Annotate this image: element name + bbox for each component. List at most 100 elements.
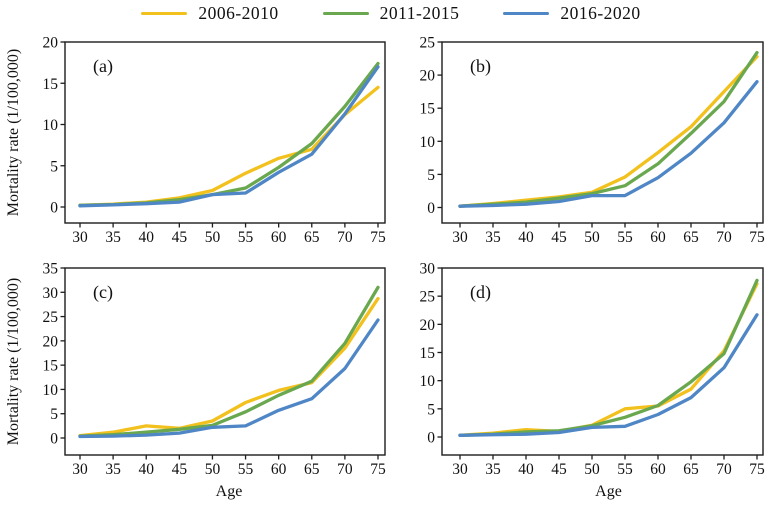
y-tick-label: 10 xyxy=(43,382,59,399)
x-tick-label: 50 xyxy=(584,229,600,246)
x-tick-label: 55 xyxy=(238,461,254,478)
x-tick-label: 70 xyxy=(337,461,353,478)
x-tick-label: 40 xyxy=(138,229,154,246)
legend-line-swatch-blue xyxy=(503,11,550,16)
y-tick-label: 10 xyxy=(43,117,59,134)
x-tick-label: 60 xyxy=(650,229,666,246)
panel-label: (c) xyxy=(93,282,113,303)
y-tick-label: 20 xyxy=(420,317,436,334)
legend-label: 2016-2020 xyxy=(560,3,641,23)
legend-line-swatch-green xyxy=(322,11,369,16)
series-line-2011-2015 xyxy=(78,285,380,438)
legend-label: 2011-2015 xyxy=(379,3,460,23)
series-line-2006-2010 xyxy=(458,282,759,437)
x-tick-label: 55 xyxy=(617,229,633,246)
y-tick-label: 15 xyxy=(420,101,436,118)
x-tick-label: 45 xyxy=(172,229,188,246)
y-tick-label: 5 xyxy=(50,158,58,175)
x-tick-label: 75 xyxy=(749,229,765,246)
x-tick-label: 45 xyxy=(551,461,567,478)
legend: 2006-2010 2011-2015 2016-2020 xyxy=(0,3,782,24)
y-axis-label: Mortality rate (1/100,000) xyxy=(5,278,22,446)
x-tick-label: 55 xyxy=(238,229,254,246)
x-tick-label: 50 xyxy=(205,229,221,246)
x-tick-label: 60 xyxy=(271,461,287,478)
y-tick-label: 25 xyxy=(420,35,436,52)
plot-border xyxy=(64,267,386,456)
x-tick-label: 65 xyxy=(683,461,699,478)
y-tick-label: 25 xyxy=(43,309,59,326)
y-tick-label: 15 xyxy=(43,358,59,375)
panel-label: (b) xyxy=(470,56,491,77)
series-line-2006-2010 xyxy=(78,85,380,207)
x-tick-label: 35 xyxy=(105,461,121,478)
x-tick-label: 30 xyxy=(452,461,468,478)
panel-label: (d) xyxy=(470,282,491,303)
y-tick-label: 30 xyxy=(420,261,436,278)
x-axis-label: Age xyxy=(595,483,622,500)
series-line-2011-2015 xyxy=(78,61,380,207)
x-tick-label: 35 xyxy=(485,461,501,478)
x-tick-label: 40 xyxy=(518,461,534,478)
x-tick-label: 75 xyxy=(370,229,386,246)
legend-item-2016-2020: 2016-2020 xyxy=(503,3,640,24)
x-tick-label: 50 xyxy=(584,461,600,478)
series-line-2006-2010 xyxy=(78,296,380,438)
x-tick-label: 75 xyxy=(370,461,386,478)
x-tick-label: 65 xyxy=(304,229,320,246)
x-tick-label: 45 xyxy=(551,229,567,246)
legend-item-2011-2015: 2011-2015 xyxy=(322,3,460,24)
panel-d-chart: 30 35 40 45 50 55 60 65 70 75 0 5 10 15 20 25 30 (d) xyxy=(420,261,766,479)
y-axis-label: Mortality rate (1/100,000) xyxy=(5,49,22,217)
plot-border xyxy=(64,41,386,224)
y-tick-label: 5 xyxy=(50,406,58,423)
panel-c-chart: 30 35 40 45 50 55 60 65 70 75 0 5 10 15 20 25 30 35 (c) xyxy=(43,261,387,479)
x-tick-label: 55 xyxy=(617,461,633,478)
x-tick-label: 30 xyxy=(72,461,88,478)
x-tick-label: 30 xyxy=(72,229,88,246)
panel-label: (a) xyxy=(93,56,113,77)
x-tick-label: 70 xyxy=(716,229,732,246)
x-tick-label: 35 xyxy=(485,229,501,246)
plot-border xyxy=(441,267,764,456)
y-tick-label: 20 xyxy=(43,333,59,350)
y-tick-label: 10 xyxy=(420,373,436,390)
y-tick-label: 0 xyxy=(50,200,58,217)
x-tick-label: 60 xyxy=(271,229,287,246)
x-tick-label: 65 xyxy=(304,461,320,478)
y-tick-label: 5 xyxy=(427,401,435,418)
x-tick-label: 35 xyxy=(105,229,121,246)
y-tick-label: 30 xyxy=(43,285,59,302)
y-tick-label: 15 xyxy=(420,345,436,362)
series-line-2016-2020 xyxy=(458,80,759,208)
series-line-2016-2020 xyxy=(78,65,380,208)
panel-a-chart: 30 35 40 45 50 55 60 65 70 75 0 5 10 15 20 (a) xyxy=(43,35,387,247)
y-tick-label: 20 xyxy=(43,35,59,52)
y-tick-label: 15 xyxy=(43,76,59,93)
y-tick-label: 10 xyxy=(420,134,436,151)
x-axis-label: Age xyxy=(216,483,243,500)
y-tick-label: 5 xyxy=(427,167,435,184)
legend-label: 2006-2010 xyxy=(198,3,279,23)
legend-line-swatch-yellow xyxy=(141,11,188,16)
legend-item-2006-2010: 2006-2010 xyxy=(141,3,278,24)
y-tick-label: 25 xyxy=(420,289,436,306)
y-tick-label: 0 xyxy=(427,430,435,447)
y-tick-label: 0 xyxy=(50,431,58,448)
x-tick-label: 45 xyxy=(172,461,188,478)
y-tick-label: 20 xyxy=(420,68,436,85)
plot-border xyxy=(441,41,764,224)
y-tick-label: 35 xyxy=(43,261,59,278)
series-line-2011-2015 xyxy=(458,278,759,437)
x-tick-label: 40 xyxy=(518,229,534,246)
x-tick-label: 50 xyxy=(205,461,221,478)
x-tick-label: 40 xyxy=(138,461,154,478)
x-tick-label: 60 xyxy=(650,461,666,478)
x-tick-label: 65 xyxy=(683,229,699,246)
x-tick-label: 75 xyxy=(749,461,765,478)
series-line-2016-2020 xyxy=(458,313,759,437)
x-tick-label: 30 xyxy=(452,229,468,246)
x-tick-label: 70 xyxy=(716,461,732,478)
